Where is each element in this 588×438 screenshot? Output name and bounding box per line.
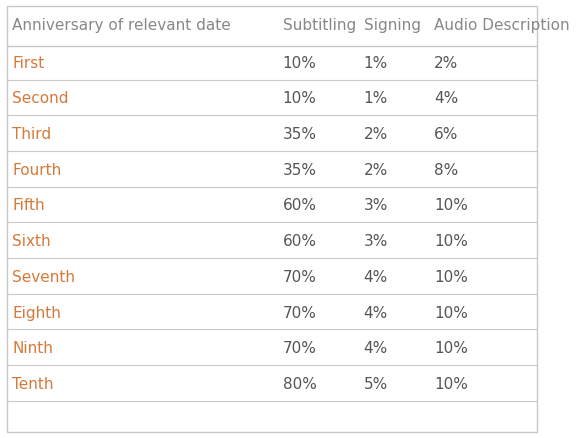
Text: 10%: 10% [283,92,316,106]
Text: Audio Description: Audio Description [434,18,570,33]
Text: Sixth: Sixth [12,234,51,249]
Text: 4%: 4% [364,306,388,321]
Text: 10%: 10% [434,341,468,356]
Text: 4%: 4% [364,341,388,356]
Text: Signing: Signing [364,18,420,33]
Text: 2%: 2% [364,163,388,178]
Text: 70%: 70% [283,306,316,321]
Text: 1%: 1% [364,56,388,71]
Text: Eighth: Eighth [12,306,61,321]
Text: 10%: 10% [434,270,468,285]
Text: 35%: 35% [283,127,316,142]
Text: 80%: 80% [283,377,316,392]
Text: 35%: 35% [283,163,316,178]
Text: 70%: 70% [283,341,316,356]
Text: 10%: 10% [283,56,316,71]
Text: 60%: 60% [283,234,316,249]
Text: Tenth: Tenth [12,377,54,392]
Text: 10%: 10% [434,306,468,321]
Text: 60%: 60% [283,198,316,213]
Text: 3%: 3% [364,234,388,249]
Text: 3%: 3% [364,198,388,213]
Text: Subtitling: Subtitling [283,18,356,33]
Text: Fourth: Fourth [12,163,62,178]
Text: 10%: 10% [434,377,468,392]
Text: Anniversary of relevant date: Anniversary of relevant date [12,18,231,33]
Text: 4%: 4% [434,92,458,106]
Text: 70%: 70% [283,270,316,285]
Text: Ninth: Ninth [12,341,53,356]
Text: 8%: 8% [434,163,458,178]
Text: 4%: 4% [364,270,388,285]
Text: First: First [12,56,45,71]
Text: Third: Third [12,127,51,142]
Text: Second: Second [12,92,69,106]
Text: Seventh: Seventh [12,270,75,285]
Text: 5%: 5% [364,377,388,392]
Text: 10%: 10% [434,198,468,213]
Text: 2%: 2% [434,56,458,71]
Text: 10%: 10% [434,234,468,249]
Text: 2%: 2% [364,127,388,142]
Text: 1%: 1% [364,92,388,106]
Text: 6%: 6% [434,127,459,142]
Text: Fifth: Fifth [12,198,45,213]
